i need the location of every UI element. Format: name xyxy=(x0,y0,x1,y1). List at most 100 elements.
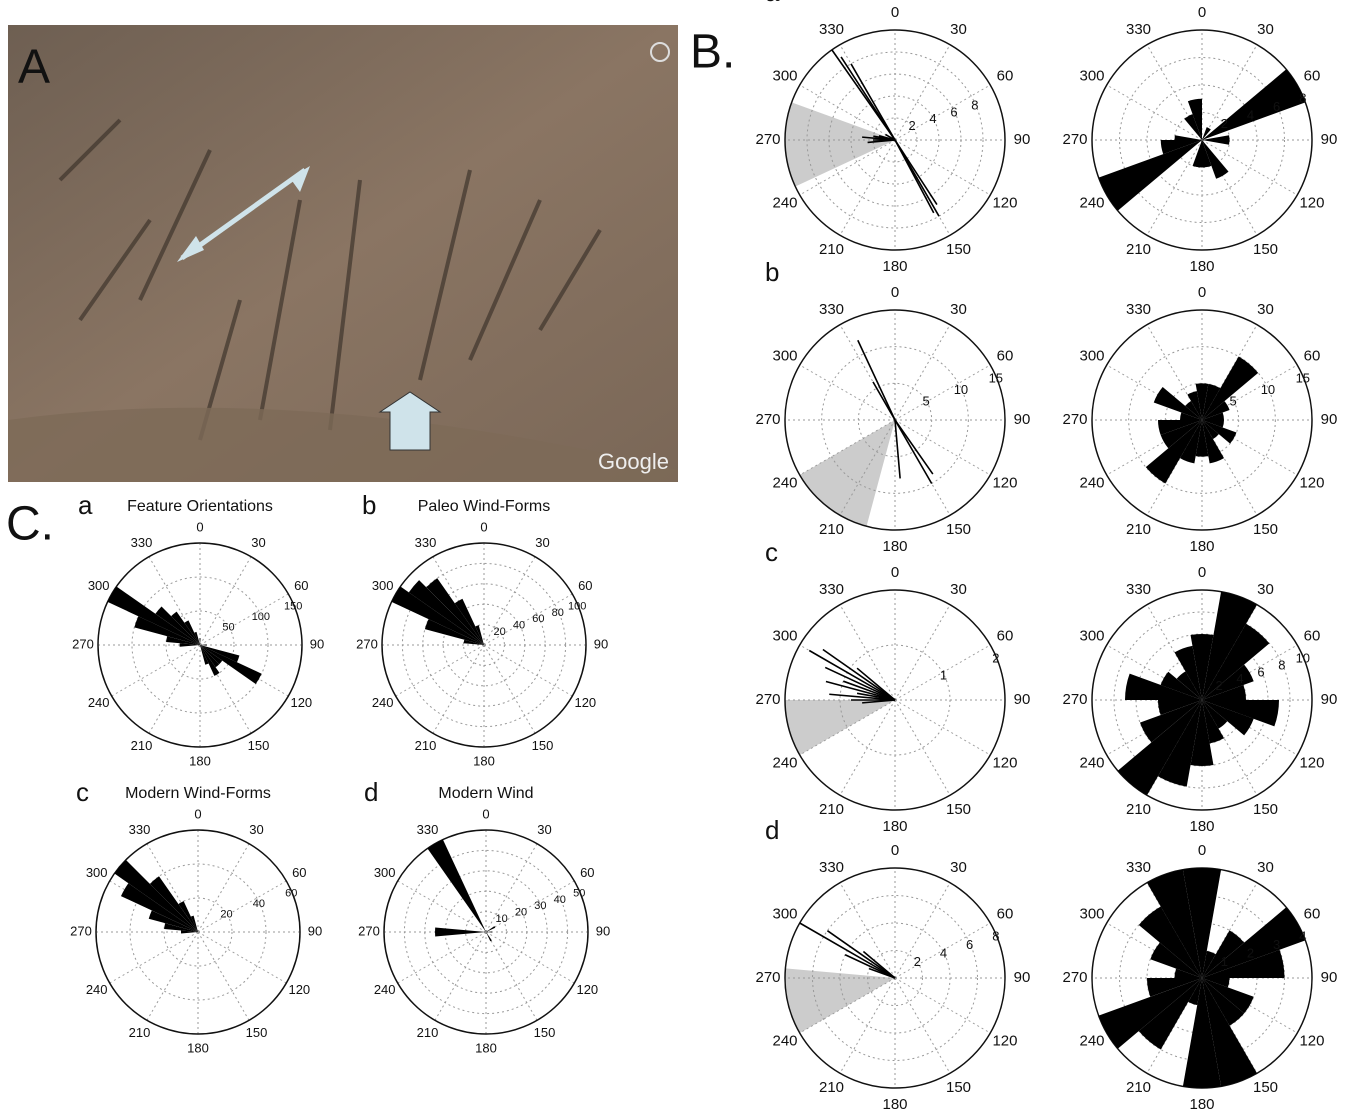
panel-label: c xyxy=(76,777,89,807)
theta-tick-label: 270 xyxy=(755,969,780,986)
theta-tick-label: 240 xyxy=(1079,754,1104,771)
rose-petal xyxy=(108,586,200,645)
theta-tick-label: 30 xyxy=(251,535,265,550)
theta-tick-label: 30 xyxy=(535,535,549,550)
panel-label: a xyxy=(78,490,93,520)
r-tick-label: 4 xyxy=(1236,671,1243,686)
theta-tick-label: 300 xyxy=(372,578,394,593)
polar-chart: 03060901201501802102402703003302468 xyxy=(1062,4,1337,275)
theta-tick-label: 60 xyxy=(1304,67,1321,84)
theta-tick-label: 90 xyxy=(1014,411,1031,428)
r-tick-label: 2 xyxy=(992,651,999,666)
theta-tick-label: 210 xyxy=(819,521,844,538)
theta-tick-label: 270 xyxy=(356,636,378,651)
theta-tick-label: 330 xyxy=(819,581,844,598)
r-tick-label: 8 xyxy=(1299,91,1306,106)
theta-tick-label: 240 xyxy=(86,982,108,997)
theta-tick-label: 60 xyxy=(578,578,592,593)
section-label: C. xyxy=(6,498,54,551)
theta-tick-label: 0 xyxy=(194,806,201,821)
r-tick-label: 5 xyxy=(922,393,929,408)
rose-petal xyxy=(1099,140,1202,211)
theta-tick-label: 330 xyxy=(1126,859,1151,876)
theta-tick-label: 270 xyxy=(1062,131,1087,148)
theta-tick-label: 330 xyxy=(131,535,153,550)
theta-tick-label: 330 xyxy=(129,822,151,837)
r-tick-label: 15 xyxy=(1296,371,1310,386)
orientation-line xyxy=(858,340,895,420)
r-tick-label: 8 xyxy=(971,97,978,112)
rose-petal xyxy=(486,926,495,932)
r-tick-label: 10 xyxy=(954,382,968,397)
r-tick-label: 6 xyxy=(1257,664,1264,679)
theta-tick-label: 150 xyxy=(1253,241,1278,258)
polar-chart: 0306090120150180210240270300330246810 xyxy=(1062,564,1337,835)
theta-tick-label: 180 xyxy=(882,818,907,835)
r-tick-label: 40 xyxy=(554,894,566,906)
theta-tick-label: 270 xyxy=(72,636,94,651)
theta-tick-label: 300 xyxy=(772,347,797,364)
theta-tick-label: 60 xyxy=(1304,347,1321,364)
rose-petal xyxy=(435,928,486,937)
theta-tick-label: 0 xyxy=(480,519,487,534)
theta-tick-label: 210 xyxy=(1126,801,1151,818)
r-tick-label: 2 xyxy=(914,954,921,969)
polar-chart: 03060901201501802102402703003301234 xyxy=(1062,842,1337,1112)
theta-tick-label: 330 xyxy=(819,21,844,38)
grid-spoke xyxy=(112,645,200,696)
theta-tick-label: 120 xyxy=(290,695,312,710)
r-tick-label: 2 xyxy=(909,118,916,133)
r-tick-label: 20 xyxy=(515,907,527,919)
theta-tick-label: 270 xyxy=(358,923,380,938)
r-tick-label: 2 xyxy=(1221,116,1228,131)
theta-tick-label: 270 xyxy=(1062,411,1087,428)
grid-spoke xyxy=(486,844,537,932)
theta-tick-label: 300 xyxy=(772,627,797,644)
theta-tick-label: 90 xyxy=(1014,691,1031,708)
theta-tick-label: 60 xyxy=(997,67,1014,84)
panel-label: d xyxy=(765,815,779,845)
r-tick-label: 40 xyxy=(253,898,265,910)
r-tick-label: 60 xyxy=(532,613,544,625)
theta-tick-label: 60 xyxy=(1304,905,1321,922)
theta-tick-label: 240 xyxy=(772,194,797,211)
theta-tick-label: 330 xyxy=(819,859,844,876)
theta-tick-label: 150 xyxy=(946,521,971,538)
theta-tick-label: 30 xyxy=(950,301,967,318)
grid-spoke xyxy=(396,645,484,696)
theta-tick-label: 60 xyxy=(997,905,1014,922)
theta-tick-label: 120 xyxy=(992,194,1017,211)
grid-spoke xyxy=(433,645,484,733)
theta-tick-label: 90 xyxy=(1014,969,1031,986)
theta-tick-label: 210 xyxy=(131,738,153,753)
r-tick-label: 40 xyxy=(513,620,525,632)
theta-tick-label: 120 xyxy=(1299,1032,1324,1049)
grid-spoke xyxy=(1107,85,1202,140)
r-tick-label: 4 xyxy=(940,946,947,961)
theta-tick-label: 300 xyxy=(1079,347,1104,364)
theta-tick-label: 60 xyxy=(292,865,306,880)
theta-tick-label: 210 xyxy=(1126,241,1151,258)
theta-tick-label: 210 xyxy=(819,1079,844,1096)
polar-chart: 0306090120150180210240270300330204060Mod… xyxy=(70,777,322,1056)
theta-tick-label: 150 xyxy=(1253,1079,1278,1096)
theta-tick-label: 150 xyxy=(532,738,554,753)
theta-tick-label: 210 xyxy=(129,1025,151,1040)
theta-tick-label: 240 xyxy=(1079,474,1104,491)
theta-tick-label: 240 xyxy=(772,754,797,771)
theta-tick-label: 180 xyxy=(882,1096,907,1112)
r-tick-label: 4 xyxy=(1299,929,1306,944)
theta-tick-label: 120 xyxy=(576,982,598,997)
r-tick-label: 4 xyxy=(929,111,936,126)
theta-tick-label: 300 xyxy=(1079,627,1104,644)
shaded-sector xyxy=(785,700,895,755)
polar-chart: 0306090120150180210240270300330204060801… xyxy=(356,490,608,769)
theta-tick-label: 300 xyxy=(1079,67,1104,84)
theta-tick-label: 180 xyxy=(189,753,211,768)
grid-spoke xyxy=(895,700,950,795)
theta-tick-label: 0 xyxy=(1198,842,1206,859)
grid-spoke xyxy=(149,645,200,733)
watermark: Google xyxy=(598,449,669,474)
r-tick-label: 100 xyxy=(252,611,270,623)
theta-tick-label: 90 xyxy=(310,636,324,651)
